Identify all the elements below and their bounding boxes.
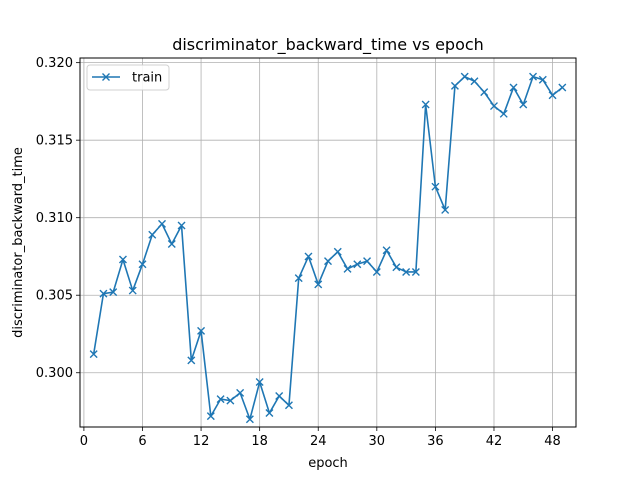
legend-label-train: train bbox=[132, 71, 162, 86]
data-point bbox=[255, 378, 264, 387]
data-point bbox=[450, 81, 459, 90]
data-point bbox=[509, 83, 518, 92]
data-point bbox=[529, 72, 538, 81]
legend: train bbox=[86, 64, 170, 91]
data-point bbox=[343, 264, 352, 273]
data-point bbox=[138, 260, 147, 269]
x-tick-label: 42 bbox=[486, 434, 503, 449]
data-point bbox=[538, 75, 547, 84]
data-point bbox=[480, 88, 489, 97]
data-point bbox=[275, 391, 284, 400]
data-point bbox=[118, 255, 127, 264]
data-point bbox=[89, 350, 98, 359]
x-tick-label: 0 bbox=[80, 434, 88, 449]
data-point bbox=[197, 326, 206, 335]
data-point bbox=[353, 260, 362, 269]
data-point bbox=[499, 109, 508, 118]
data-point bbox=[441, 205, 450, 214]
data-point bbox=[402, 267, 411, 276]
data-point bbox=[245, 415, 254, 424]
data-point bbox=[109, 288, 118, 297]
x-tick-label: 48 bbox=[544, 434, 561, 449]
x-tick-label: 30 bbox=[369, 434, 386, 449]
plot-frame bbox=[79, 57, 577, 428]
data-point bbox=[372, 267, 381, 276]
data-point bbox=[304, 252, 313, 261]
series-layer bbox=[89, 72, 567, 424]
data-point bbox=[363, 257, 372, 266]
data-point bbox=[558, 83, 567, 92]
grid bbox=[80, 58, 576, 427]
data-point bbox=[206, 412, 215, 421]
data-point bbox=[460, 72, 469, 81]
data-point bbox=[519, 100, 528, 109]
data-point bbox=[324, 257, 332, 266]
data-point bbox=[187, 356, 196, 365]
legend-marker-train bbox=[102, 73, 110, 81]
data-point bbox=[216, 395, 225, 404]
data-point bbox=[265, 409, 274, 418]
y-axis-label: discriminator_backward_time bbox=[11, 147, 26, 338]
data-point bbox=[177, 221, 186, 230]
x-tick-label: 36 bbox=[427, 434, 444, 449]
data-point bbox=[99, 289, 108, 298]
x-axis: 0 6 12 18 24 30 36 42 48 bbox=[80, 427, 561, 449]
data-point bbox=[294, 274, 303, 283]
y-axis: 0.300 0.305 0.310 0.315 0.320 bbox=[36, 56, 80, 381]
data-point bbox=[226, 396, 235, 405]
legend-box bbox=[86, 64, 170, 91]
data-point bbox=[284, 401, 293, 410]
data-point bbox=[382, 246, 391, 255]
data-point bbox=[128, 286, 137, 295]
x-axis-label: epoch bbox=[308, 456, 348, 471]
data-point bbox=[236, 388, 245, 397]
data-point bbox=[167, 240, 176, 249]
x-tick-label: 12 bbox=[193, 434, 210, 449]
y-tick-label: 0.305 bbox=[36, 289, 73, 304]
chart-title: discriminator_backward_time vs epoch bbox=[172, 35, 484, 55]
x-tick-label: 6 bbox=[138, 434, 146, 449]
data-point bbox=[148, 230, 157, 239]
data-point bbox=[411, 267, 420, 276]
y-tick-label: 0.300 bbox=[36, 366, 73, 381]
x-tick-label: 18 bbox=[251, 434, 268, 449]
y-tick-label: 0.320 bbox=[36, 56, 73, 71]
data-point bbox=[392, 263, 401, 272]
data-point bbox=[489, 102, 498, 111]
data-point bbox=[470, 77, 479, 86]
data-point bbox=[333, 247, 342, 256]
x-tick-label: 24 bbox=[310, 434, 327, 449]
y-tick-label: 0.315 bbox=[36, 134, 73, 149]
data-point bbox=[431, 182, 440, 191]
data-point bbox=[158, 219, 167, 228]
data-point bbox=[421, 100, 430, 109]
data-point bbox=[548, 91, 557, 100]
y-tick-label: 0.310 bbox=[36, 211, 73, 226]
data-point bbox=[314, 280, 323, 289]
